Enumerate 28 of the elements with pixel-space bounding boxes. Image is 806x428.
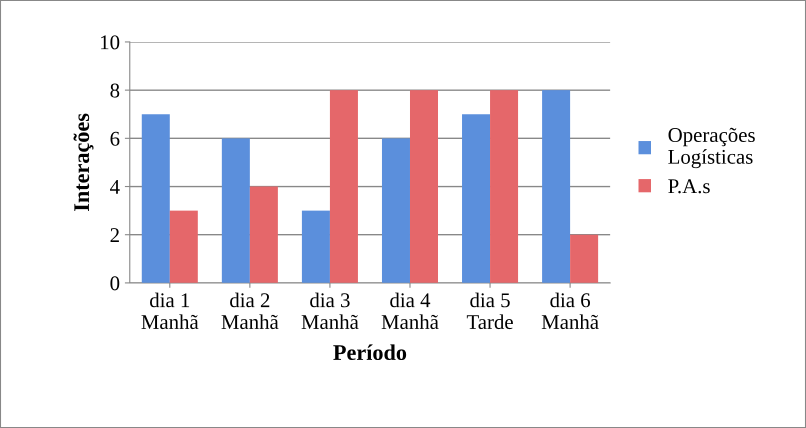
bar [142, 114, 170, 283]
y-tick-label: 0 [110, 276, 120, 290]
x-axis-title: Período [333, 344, 406, 360]
x-tick-label: dia 1 Manhã [141, 292, 198, 330]
bar [462, 114, 490, 283]
y-tick-label: 6 [110, 132, 120, 146]
y-tick-label: 10 [101, 35, 120, 50]
bar [302, 210, 330, 283]
y-axis-title: Interações [73, 114, 94, 212]
x-tick-label: dia 6 Manhã [542, 292, 599, 330]
y-tick-label: 4 [110, 180, 120, 194]
bar [490, 90, 518, 283]
y-tick-label: 2 [110, 228, 119, 242]
bar [250, 186, 278, 283]
x-tick-label: dia 3 Manhã [302, 292, 359, 330]
bar [570, 234, 598, 283]
x-tick-label: dia 2 Manhã [222, 292, 278, 330]
bar [382, 138, 410, 283]
legend-label: Operações Logísticas [668, 128, 755, 168]
bar [170, 210, 198, 283]
bar [330, 90, 358, 283]
bar [410, 90, 438, 283]
bar [222, 138, 250, 283]
x-tick-label: dia 4 Manhã [382, 292, 439, 330]
legend-label: P.A.s [668, 179, 710, 194]
x-tick-label: dia 5 Tarde [466, 292, 513, 330]
y-tick-label: 8 [110, 84, 120, 98]
bar [542, 90, 570, 283]
